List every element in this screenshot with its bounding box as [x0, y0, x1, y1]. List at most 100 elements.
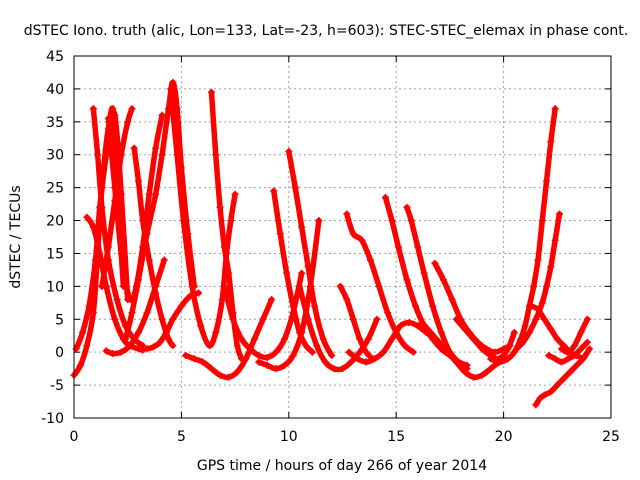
data-point [553, 335, 561, 343]
data-point [134, 177, 142, 185]
data-point [403, 203, 411, 211]
data-point [158, 111, 166, 119]
data-point [358, 236, 366, 244]
data-point [354, 355, 362, 363]
data-point [379, 348, 387, 356]
data-point [407, 217, 415, 225]
data-point [304, 315, 312, 323]
data-point [126, 342, 134, 350]
series-pass-20 [343, 210, 417, 356]
data-point [152, 289, 160, 297]
data-point [109, 349, 117, 357]
data-point [152, 190, 160, 198]
y-tick-label: -5 [50, 378, 64, 394]
data-point [547, 138, 555, 146]
data-point [319, 335, 327, 343]
data-point [149, 343, 157, 351]
data-point [512, 345, 520, 353]
data-point [373, 315, 381, 323]
data-point [583, 315, 591, 323]
data-point [347, 358, 355, 366]
x-tick-labels: 0 5 10 15 20 25 [70, 429, 620, 445]
data-point [534, 305, 542, 313]
data-point [551, 355, 559, 363]
y-tick-label: 45 [46, 49, 64, 65]
data-point [76, 361, 84, 369]
data-point [102, 151, 110, 159]
data-point [276, 230, 284, 238]
data-point [233, 342, 241, 350]
data-point [272, 365, 280, 373]
data-point [212, 151, 220, 159]
series-pass-06 [98, 105, 136, 290]
x-tick-label: 10 [280, 429, 298, 445]
data-point [510, 328, 518, 336]
plot-frame [73, 55, 612, 419]
series-pass-28 [512, 210, 563, 353]
data-point [532, 401, 540, 409]
chart-title: dSTEC Iono. truth (alic, Lon=133, Lat=-2… [24, 23, 628, 39]
grid-lines [74, 56, 611, 418]
data-point [558, 345, 566, 353]
data-point [231, 190, 239, 198]
data-point [543, 177, 551, 185]
y-tick-label: 10 [46, 279, 64, 295]
data-point [478, 345, 486, 353]
data-point [555, 210, 563, 218]
data-point [162, 328, 170, 336]
data-point [165, 335, 173, 343]
data-point [427, 328, 435, 336]
data-point [91, 256, 99, 264]
data-point [396, 322, 404, 330]
data-point [304, 263, 312, 271]
y-tick-label: 25 [46, 181, 64, 197]
data-point [343, 296, 351, 304]
data-point [285, 147, 293, 155]
data-point [308, 348, 316, 356]
data-point [188, 282, 196, 290]
data-point [143, 309, 151, 317]
series-pass-12 [207, 88, 246, 363]
data-point [311, 302, 319, 310]
data-point [104, 243, 112, 251]
y-tick-label: 15 [46, 246, 64, 262]
data-point [356, 335, 364, 343]
data-point [250, 335, 258, 343]
data-point [113, 296, 121, 304]
data-point [139, 217, 147, 225]
data-point [339, 365, 346, 373]
data-point [366, 256, 374, 264]
data-point [227, 217, 235, 225]
series-pass-30 [558, 315, 591, 356]
data-point [519, 338, 527, 346]
data-point [536, 394, 544, 402]
data-point [182, 351, 190, 359]
data-point [272, 348, 280, 356]
series-pass-17 [285, 147, 336, 359]
data-point [429, 302, 437, 310]
data-point [470, 373, 478, 381]
data-point [412, 302, 420, 310]
data-series [70, 78, 594, 409]
data-point [173, 151, 181, 159]
data-point [160, 256, 168, 264]
data-point [177, 302, 185, 310]
data-point [225, 373, 233, 381]
data-point [216, 203, 224, 211]
data-point [220, 282, 228, 290]
data-point [124, 289, 132, 297]
data-point [566, 368, 574, 376]
data-point [289, 351, 297, 359]
y-tick-label: 35 [46, 115, 64, 131]
data-point [207, 365, 215, 373]
data-point [85, 302, 93, 310]
series-trace [533, 346, 593, 408]
data-point [540, 391, 548, 399]
data-point [435, 338, 443, 346]
data-point [259, 315, 267, 323]
data-point [564, 348, 572, 356]
y-tick-label: 20 [46, 214, 64, 230]
data-point [128, 309, 136, 317]
y-tick-label: 5 [55, 312, 64, 328]
series-trace [221, 270, 305, 361]
